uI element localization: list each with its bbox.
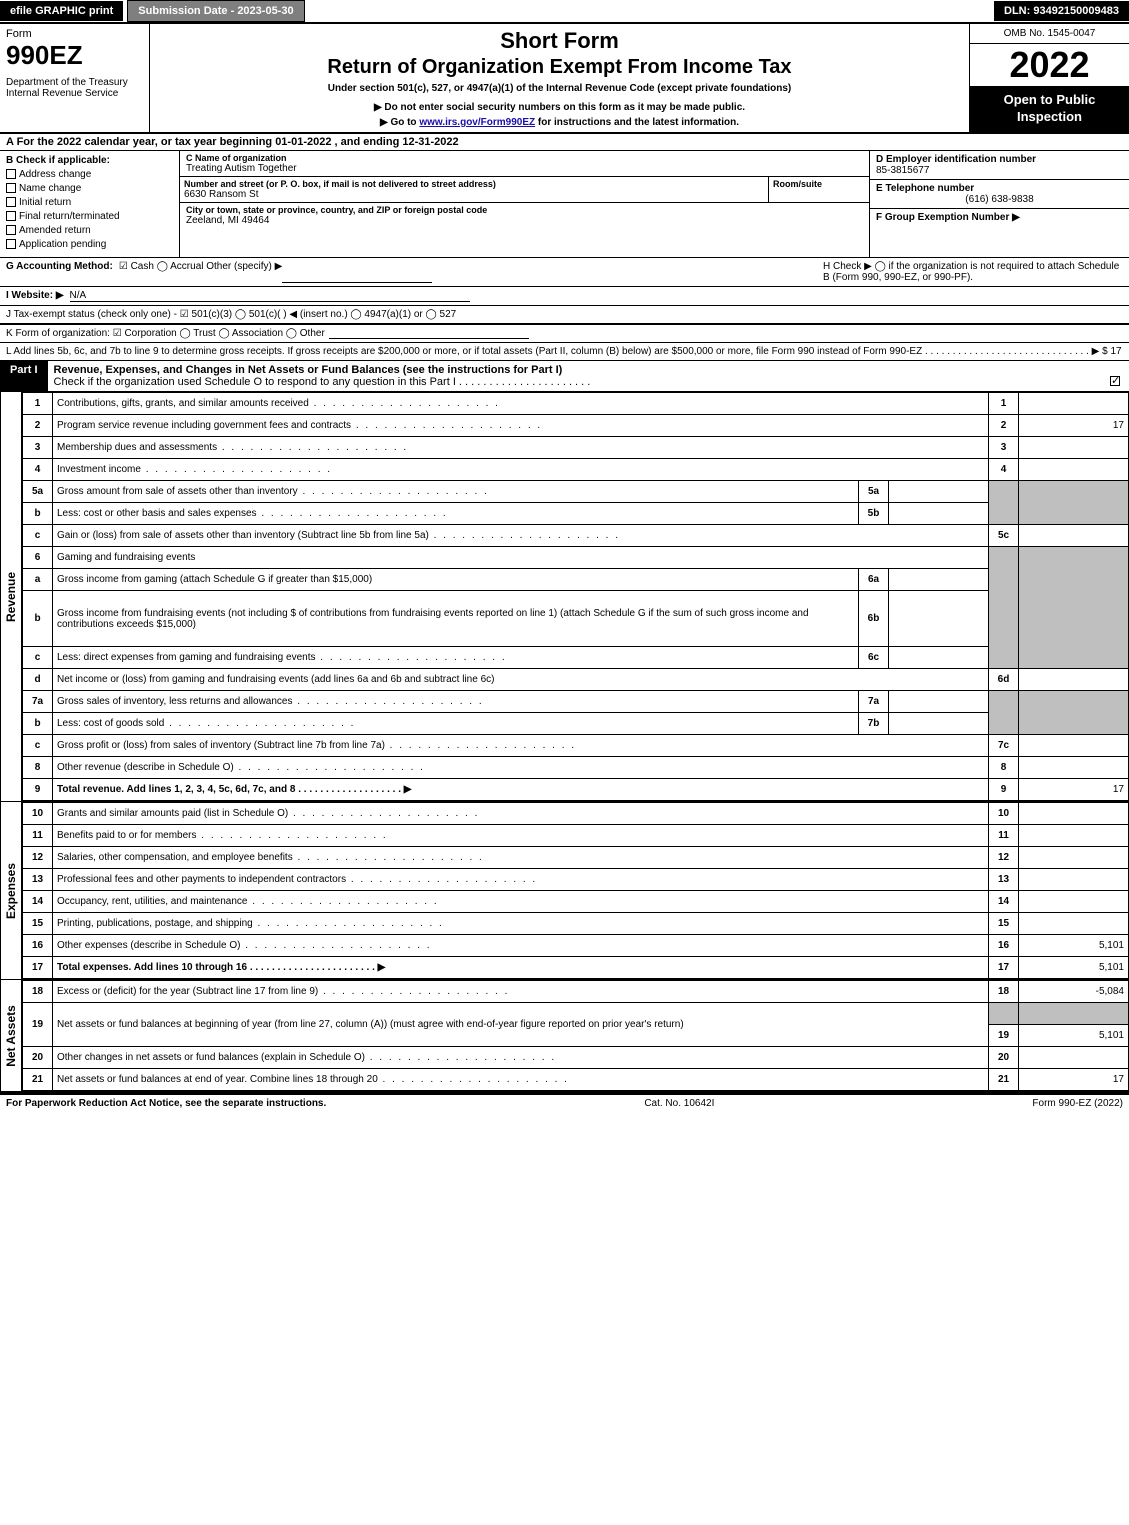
link-prefix: ▶ Go to bbox=[380, 117, 419, 128]
k-text: K Form of organization: ☑ Corporation ◯ … bbox=[6, 328, 325, 339]
addr-label: Number and street (or P. O. box, if mail… bbox=[184, 179, 764, 189]
j-text: J Tax-exempt status (check only one) - ☑… bbox=[6, 309, 456, 320]
paperwork-notice: For Paperwork Reduction Act Notice, see … bbox=[6, 1098, 326, 1109]
form-ref: Form 990-EZ (2022) bbox=[1032, 1098, 1123, 1109]
form-title: Return of Organization Exempt From Incom… bbox=[158, 56, 961, 79]
checkbox-name-change[interactable]: Name change bbox=[6, 183, 173, 194]
form-header: Form 990EZ Department of the Treasury In… bbox=[0, 24, 1129, 134]
phone-value: (616) 638-9838 bbox=[876, 194, 1123, 205]
org-name: Treating Autism Together bbox=[186, 163, 863, 174]
website-value: N/A bbox=[70, 290, 470, 302]
ein-label: D Employer identification number bbox=[876, 154, 1123, 165]
form-word: Form bbox=[6, 28, 143, 40]
part1-number: Part I bbox=[0, 361, 48, 391]
row-a-period: A For the 2022 calendar year, or tax yea… bbox=[0, 134, 1129, 151]
dln-label: DLN: 93492150009483 bbox=[994, 1, 1129, 21]
city-label: City or town, state or province, country… bbox=[186, 205, 863, 215]
ssn-warning: ▶ Do not enter social security numbers o… bbox=[158, 102, 961, 113]
i-label: I Website: ▶ bbox=[6, 290, 64, 302]
expenses-table: 10Grants and similar amounts paid (list … bbox=[22, 802, 1129, 979]
checkbox-application-pending[interactable]: Application pending bbox=[6, 239, 173, 250]
header-left: Form 990EZ Department of the Treasury In… bbox=[0, 24, 150, 132]
revenue-table: 1Contributions, gifts, grants, and simil… bbox=[22, 392, 1129, 801]
row-k: K Form of organization: ☑ Corporation ◯ … bbox=[0, 324, 1129, 343]
form-subtitle: Under section 501(c), 527, or 4947(a)(1)… bbox=[158, 83, 961, 94]
org-city: Zeeland, MI 49464 bbox=[186, 215, 863, 226]
section-b-left: B Check if applicable: Address change Na… bbox=[0, 151, 180, 257]
row-l: L Add lines 5b, 6c, and 7b to line 9 to … bbox=[0, 343, 1129, 361]
efile-label: efile GRAPHIC print bbox=[0, 1, 123, 21]
room-label: Room/suite bbox=[773, 179, 865, 189]
revenue-section: Revenue 1Contributions, gifts, grants, a… bbox=[0, 392, 1129, 802]
footer: For Paperwork Reduction Act Notice, see … bbox=[0, 1093, 1129, 1112]
g-options: ☑ Cash ◯ Accrual Other (specify) ▶ bbox=[119, 261, 282, 283]
open-to-public: Open to Public Inspection bbox=[970, 86, 1129, 132]
submission-date: Submission Date - 2023-05-30 bbox=[127, 0, 304, 22]
section-b-header: B Check if applicable: bbox=[6, 155, 173, 166]
org-address: 6630 Ransom St bbox=[184, 189, 764, 200]
cat-no: Cat. No. 10642I bbox=[326, 1098, 1032, 1109]
checkbox-initial-return[interactable]: Initial return bbox=[6, 197, 173, 208]
form-number: 990EZ bbox=[6, 40, 143, 71]
header-right: OMB No. 1545-0047 2022 Open to Public In… bbox=[969, 24, 1129, 132]
checkbox-final-return[interactable]: Final return/terminated bbox=[6, 211, 173, 222]
g-label: G Accounting Method: bbox=[6, 261, 113, 283]
section-b: B Check if applicable: Address change Na… bbox=[0, 151, 1129, 258]
link-suffix: for instructions and the latest informat… bbox=[538, 117, 739, 128]
h-text: H Check ▶ ◯ if the organization is not r… bbox=[823, 261, 1123, 283]
department-label: Department of the Treasury Internal Reve… bbox=[6, 77, 143, 99]
c-label: C Name of organization bbox=[186, 153, 863, 163]
revenue-label: Revenue bbox=[0, 392, 22, 801]
checkbox-amended-return[interactable]: Amended return bbox=[6, 225, 173, 236]
row-i: I Website: ▶ N/A bbox=[0, 287, 1129, 306]
checkbox-address-change[interactable]: Address change bbox=[6, 169, 173, 180]
section-c-mid: C Name of organization Treating Autism T… bbox=[180, 151, 869, 257]
instructions-link-row: ▶ Go to www.irs.gov/Form990EZ for instru… bbox=[158, 117, 961, 128]
part1-title: Revenue, Expenses, and Changes in Net As… bbox=[54, 364, 1123, 376]
expenses-section: Expenses 10Grants and similar amounts pa… bbox=[0, 802, 1129, 980]
l-text: L Add lines 5b, 6c, and 7b to line 9 to … bbox=[6, 346, 1122, 357]
row-g-h: G Accounting Method: ☑ Cash ◯ Accrual Ot… bbox=[0, 258, 1129, 287]
top-bar: efile GRAPHIC print Submission Date - 20… bbox=[0, 0, 1129, 24]
header-center: Short Form Return of Organization Exempt… bbox=[150, 24, 969, 132]
netassets-label: Net Assets bbox=[0, 980, 22, 1091]
section-d-right: D Employer identification number 85-3815… bbox=[869, 151, 1129, 257]
irs-link[interactable]: www.irs.gov/Form990EZ bbox=[419, 117, 535, 128]
netassets-section: Net Assets 18Excess or (deficit) for the… bbox=[0, 980, 1129, 1093]
expenses-label: Expenses bbox=[0, 802, 22, 979]
row-j: J Tax-exempt status (check only one) - ☑… bbox=[0, 306, 1129, 324]
short-form-title: Short Form bbox=[158, 28, 961, 54]
netassets-table: 18Excess or (deficit) for the year (Subt… bbox=[22, 980, 1129, 1091]
ein-value: 85-3815677 bbox=[876, 165, 1123, 176]
tax-year: 2022 bbox=[970, 44, 1129, 86]
group-exemption-label: F Group Exemption Number ▶ bbox=[876, 212, 1123, 223]
phone-label: E Telephone number bbox=[876, 183, 1123, 194]
part1-sub: Check if the organization used Schedule … bbox=[54, 376, 591, 388]
omb-number: OMB No. 1545-0047 bbox=[970, 24, 1129, 44]
schedule-o-checkbox[interactable] bbox=[1110, 376, 1120, 386]
